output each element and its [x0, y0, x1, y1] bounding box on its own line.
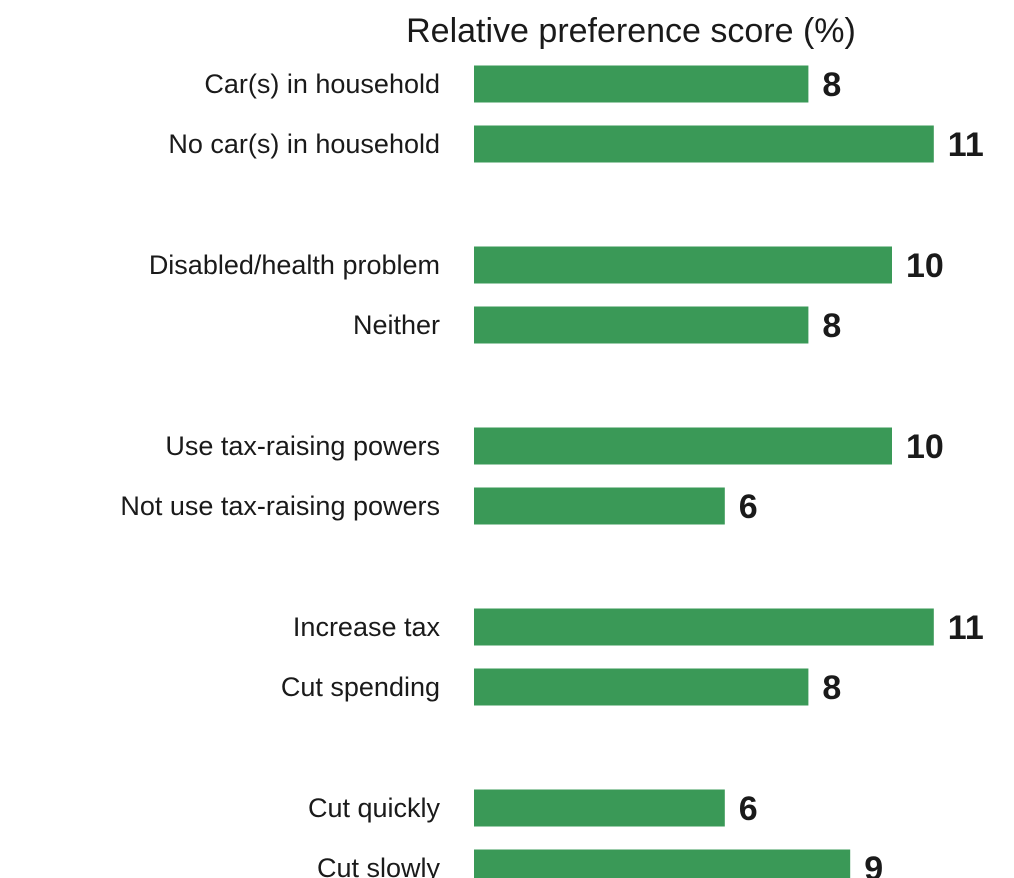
bar-row-no-car-s-in-household: No car(s) in household 11	[168, 125, 984, 164]
bar-increase-tax	[474, 608, 934, 646]
bar-row-increase-tax: Increase tax 11	[293, 608, 984, 647]
value-label-car-s-in-household: 8	[822, 66, 841, 104]
bar-no-car-s-in-household	[474, 125, 934, 163]
bar-row-cut-quickly: Cut quickly 6	[308, 789, 758, 828]
bar-row-cut-slowly: Cut slowly 9	[317, 849, 883, 878]
bar-not-use-tax-raising-powers	[474, 487, 725, 525]
category-label-car-s-in-household: Car(s) in household	[204, 69, 440, 99]
category-label-cut-slowly: Cut slowly	[317, 853, 441, 878]
bars-layer: Car(s) in household 8 No car(s) in househo…	[120, 65, 984, 878]
value-label-increase-tax: 11	[948, 609, 984, 647]
bar-neither	[474, 306, 809, 344]
value-label-cut-spending: 8	[822, 669, 841, 707]
bar-row-not-use-tax-raising-powers: Not use tax-raising powers 6	[120, 487, 758, 526]
bar-cut-quickly	[474, 789, 725, 827]
value-label-cut-quickly: 6	[739, 790, 758, 828]
value-label-no-car-s-in-household: 11	[948, 126, 984, 164]
category-label-no-car-s-in-household: No car(s) in household	[168, 129, 440, 159]
bar-cut-spending	[474, 668, 809, 706]
category-label-neither: Neither	[353, 310, 440, 340]
category-label-not-use-tax-raising-powers: Not use tax-raising powers	[120, 491, 440, 521]
category-label-cut-quickly: Cut quickly	[308, 793, 441, 823]
bar-row-cut-spending: Cut spending 8	[281, 668, 841, 707]
bar-row-car-s-in-household: Car(s) in household 8	[204, 65, 841, 104]
value-label-not-use-tax-raising-powers: 6	[739, 488, 758, 526]
value-label-cut-slowly: 9	[864, 850, 883, 878]
category-label-use-tax-raising-powers: Use tax-raising powers	[165, 431, 440, 461]
value-label-neither: 8	[822, 307, 841, 345]
bar-disabled-health-problem	[474, 246, 892, 284]
category-label-increase-tax: Increase tax	[293, 612, 441, 642]
bar-car-s-in-household	[474, 65, 809, 103]
value-label-disabled-health-problem: 10	[906, 247, 944, 285]
chart-title: Relative preference score (%)	[406, 12, 856, 50]
bar-row-disabled-health-problem: Disabled/health problem 10	[149, 246, 944, 285]
bar-row-neither: Neither 8	[353, 306, 841, 345]
bar-row-use-tax-raising-powers: Use tax-raising powers 10	[165, 427, 944, 466]
bar-cut-slowly	[474, 849, 851, 878]
category-label-disabled-health-problem: Disabled/health problem	[149, 250, 440, 280]
value-label-use-tax-raising-powers: 10	[906, 428, 944, 466]
category-label-cut-spending: Cut spending	[281, 672, 440, 702]
bar-use-tax-raising-powers	[474, 427, 892, 465]
